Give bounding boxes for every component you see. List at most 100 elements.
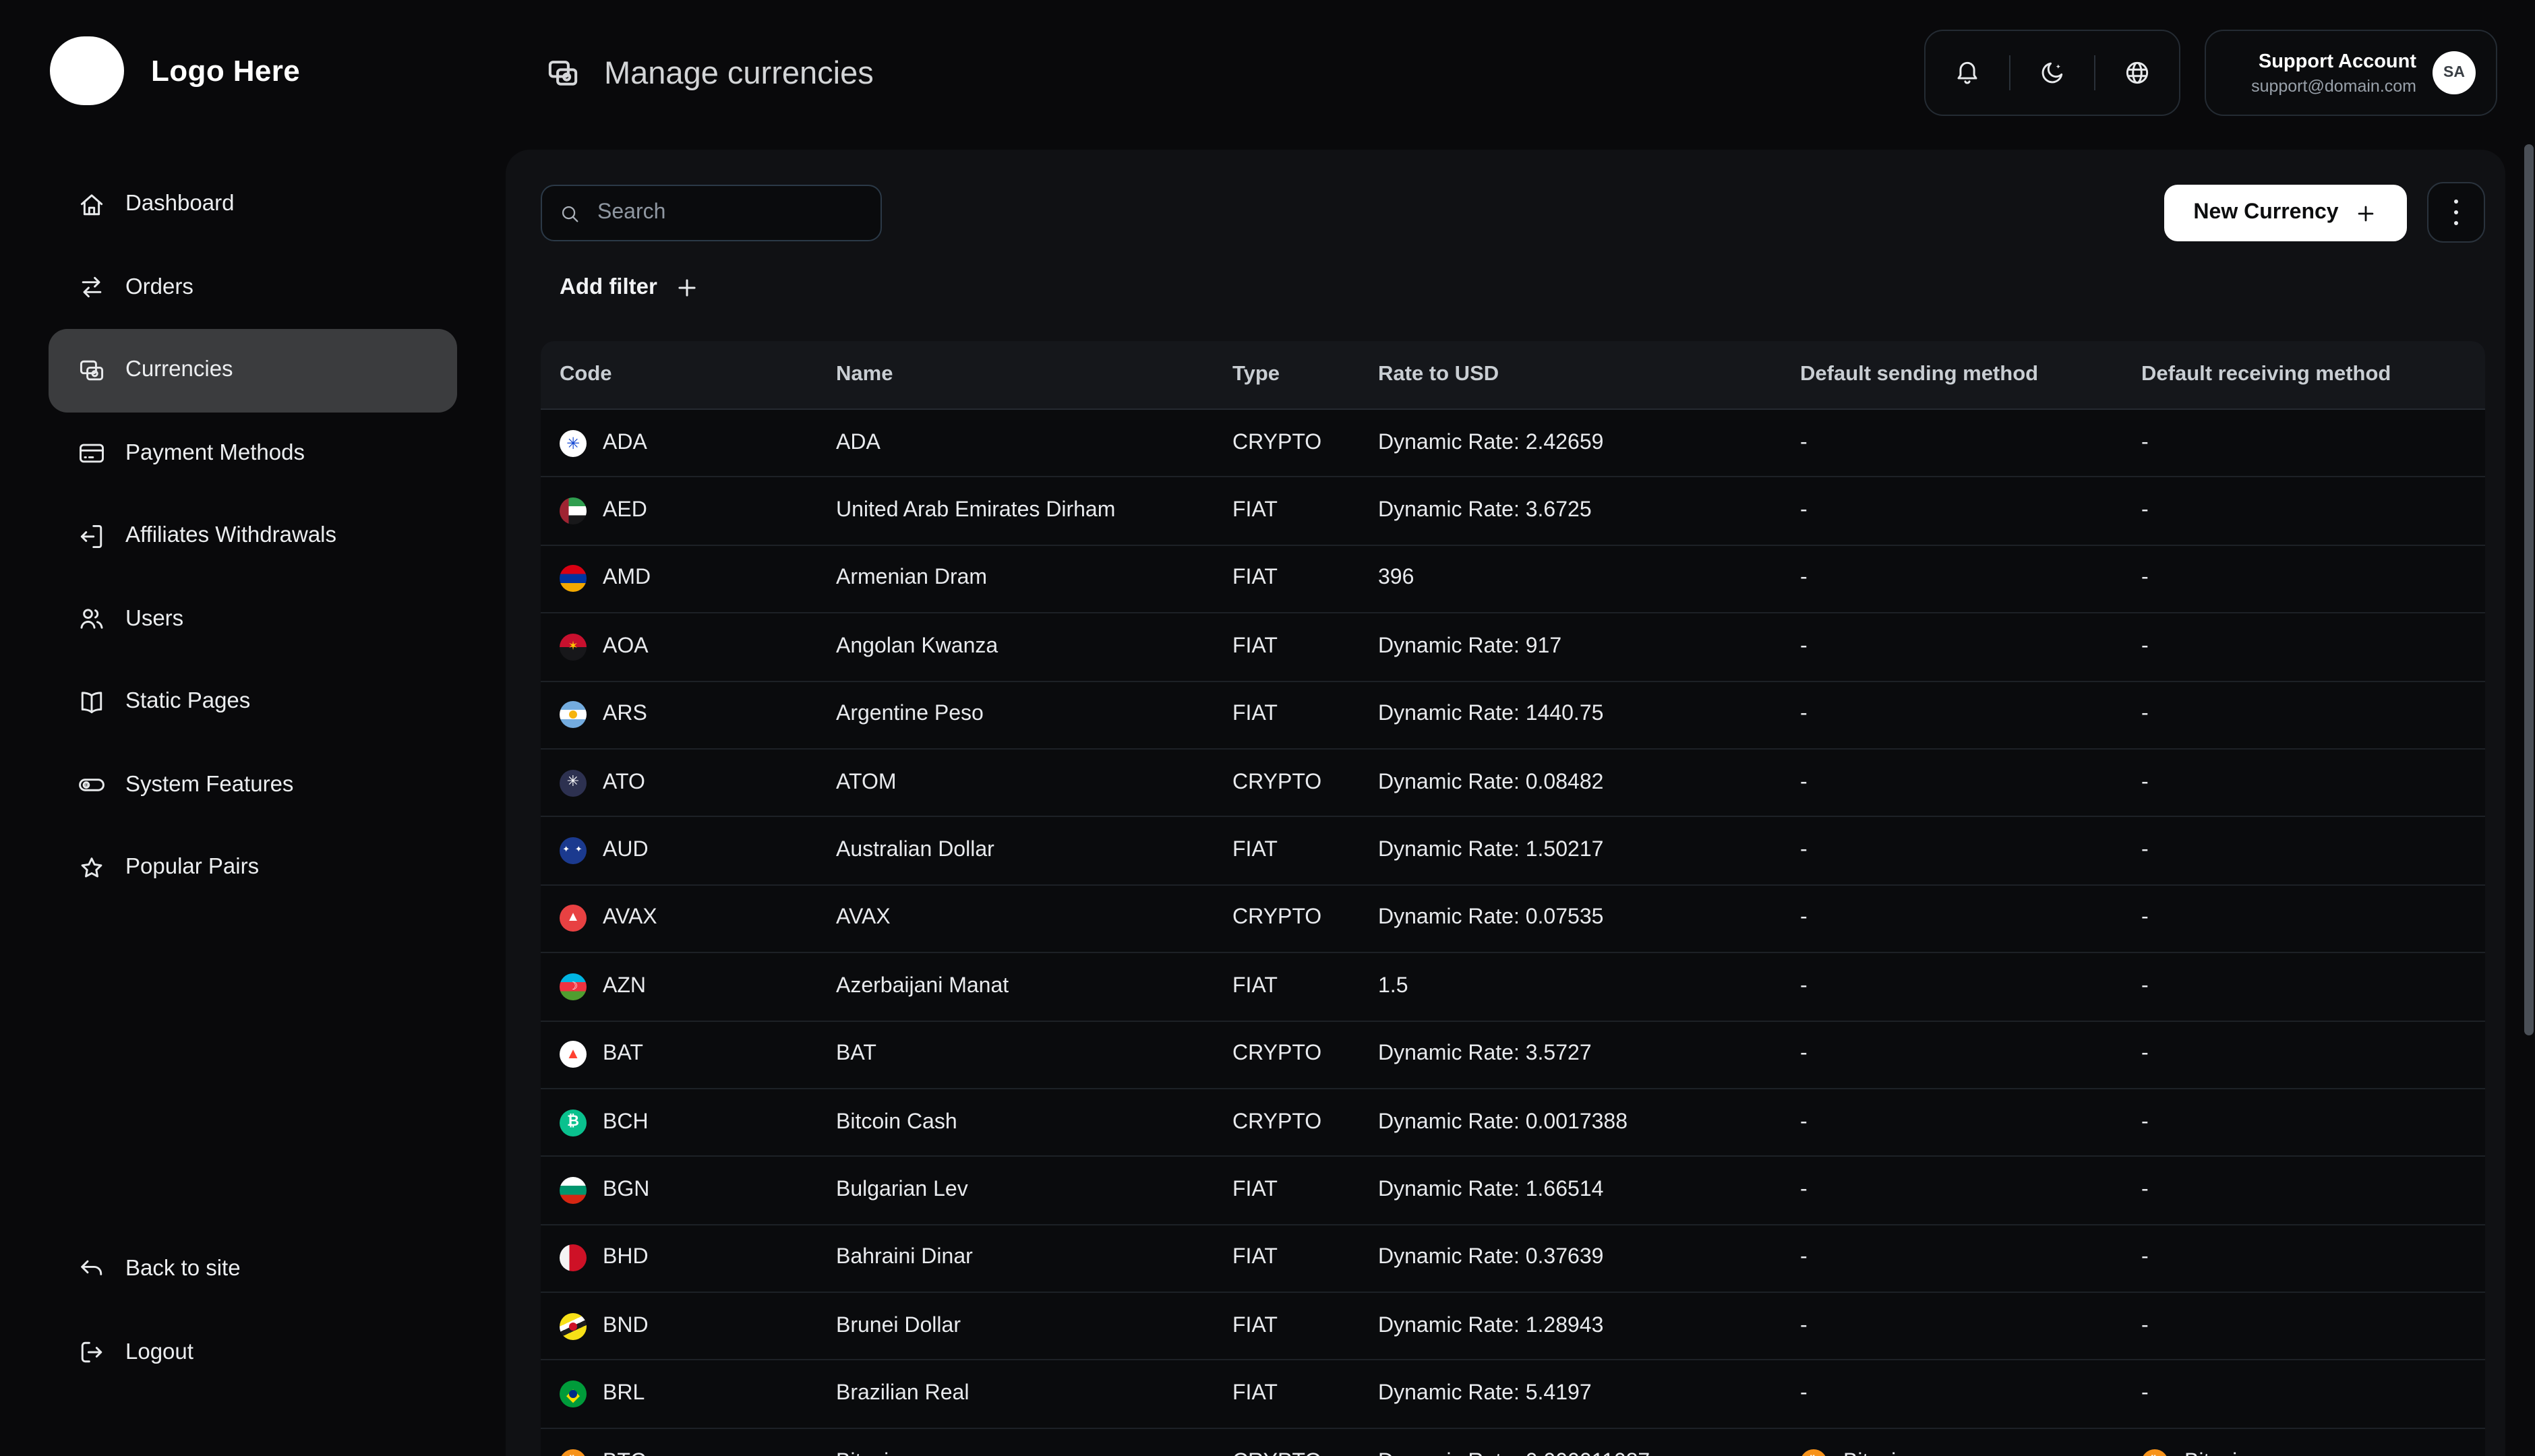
currency-type-cell: CRYPTO (1232, 1110, 1322, 1134)
search-input[interactable] (595, 200, 864, 226)
default-sending-method-cell: - (1800, 906, 1808, 930)
sidebar-item-orders[interactable]: Orders (49, 246, 457, 329)
table-row[interactable]: ATO ATOM CRYPTO Dynamic Rate: 0.08482 - … (541, 750, 2485, 818)
currencies-icon (545, 55, 581, 92)
account-name: Support Account (2258, 51, 2416, 72)
plus-icon (675, 275, 700, 301)
currency-rate-cell: Dynamic Rate: 0.0017388 (1378, 1110, 1628, 1134)
currency-code-cell: BGN (560, 1176, 836, 1204)
default-sending-method-cell: - (1800, 566, 1808, 590)
column-header-receiving: Default receiving method (2141, 363, 2391, 386)
sidebar-item-label: Static Pages (125, 689, 251, 714)
currency-name-cell: ATOM (836, 770, 897, 794)
add-filter-button[interactable]: Add filter (560, 275, 700, 301)
table-row[interactable]: ARS Argentine Peso FIAT Dynamic Rate: 14… (541, 681, 2485, 750)
default-receiving-method-cell: - (2141, 974, 2149, 998)
currency-code-cell: ATO (560, 769, 836, 797)
currency-type-cell: CRYPTO (1232, 906, 1322, 930)
column-header-rate: Rate to USD (1378, 363, 1499, 386)
brand-name: Logo Here (151, 53, 301, 87)
angola-flag-icon (560, 633, 587, 661)
currency-code: AMD (603, 566, 651, 590)
default-receiving-method-cell: - (2141, 1382, 2149, 1405)
notifications-button[interactable] (1926, 58, 2008, 88)
sidebar-item-payment-methods[interactable]: Payment Methods (49, 412, 457, 495)
table-header-row: Code Name Type Rate to USD Default sendi… (541, 341, 2485, 410)
table-row[interactable]: ADA ADA CRYPTO Dynamic Rate: 2.42659 - - (541, 410, 2485, 478)
divider (2008, 55, 2011, 90)
divider (2093, 55, 2096, 90)
table-row[interactable]: BTC Bitcoin CRYPTO Dynamic Rate: 0.00001… (541, 1429, 2485, 1456)
table-row[interactable]: BGN Bulgarian Lev FIAT Dynamic Rate: 1.6… (541, 1157, 2485, 1225)
sidebar-item-system-features[interactable]: System Features (49, 744, 457, 826)
azerbaijan-flag-icon (560, 973, 587, 1000)
currency-name-cell: BAT (836, 1042, 876, 1066)
default-receiving-method-cell: Bitcoin (2141, 1449, 2485, 1456)
currency-code: BHD (603, 1246, 649, 1269)
australia-flag-icon (560, 837, 587, 865)
table-row[interactable]: BAT BAT CRYPTO Dynamic Rate: 3.5727 - - (541, 1021, 2485, 1089)
default-receiving-method-cell: - (2141, 1178, 2149, 1201)
sidebar-item-label: Payment Methods (125, 440, 305, 465)
default-sending-method-cell: - (1800, 770, 1808, 794)
sidebar-item-back-to-site[interactable]: Back to site (49, 1228, 457, 1311)
table-row[interactable]: BCH Bitcoin Cash CRYPTO Dynamic Rate: 0.… (541, 1089, 2485, 1157)
sidebar-item-popular-pairs[interactable]: Popular Pairs (49, 826, 457, 909)
currency-code-cell: AMD (560, 565, 836, 593)
default-sending-method-cell: - (1800, 1110, 1808, 1134)
currency-code: BRL (603, 1382, 645, 1405)
currencies-icon (77, 356, 107, 386)
currency-rate-cell: Dynamic Rate: 0.37639 (1378, 1246, 1604, 1269)
more-options-button[interactable] (2427, 182, 2485, 243)
avatar: SA (2433, 51, 2476, 94)
currency-type-cell: FIAT (1232, 499, 1278, 522)
bitcoin-icon (2141, 1449, 2168, 1456)
table-row[interactable]: BHD Bahraini Dinar FIAT Dynamic Rate: 0.… (541, 1225, 2485, 1294)
table-row[interactable]: AED United Arab Emirates Dirham FIAT Dyn… (541, 478, 2485, 546)
currency-code: BAT (603, 1042, 643, 1066)
logo-icon (50, 36, 124, 105)
table-row[interactable]: AZN Azerbaijani Manat FIAT 1.5 - - (541, 953, 2485, 1022)
page-title: Manage currencies (604, 55, 874, 90)
language-button[interactable] (2096, 58, 2179, 88)
currency-rate-cell: Dynamic Rate: 2.42659 (1378, 431, 1604, 454)
sidebar-item-static-pages[interactable]: Static Pages (49, 661, 457, 744)
currency-rate-cell: Dynamic Rate: 917 (1378, 634, 1562, 658)
default-receiving-method-cell: - (2141, 566, 2149, 590)
sidebar-item-affiliates-withdrawals[interactable]: Affiliates Withdrawals (49, 495, 457, 578)
table-row[interactable]: AOA Angolan Kwanza FIAT Dynamic Rate: 91… (541, 613, 2485, 682)
table-row[interactable]: BND Brunei Dollar FIAT Dynamic Rate: 1.2… (541, 1293, 2485, 1361)
bitcoin-icon (560, 1449, 587, 1456)
theme-toggle-button[interactable] (2010, 58, 2093, 88)
sidebar-item-logout[interactable]: Logout (49, 1311, 457, 1394)
column-header-name: Name (836, 363, 893, 386)
atom-icon (560, 769, 587, 797)
plus-icon (2355, 202, 2378, 224)
swap-icon (77, 273, 107, 303)
table-row[interactable]: AMD Armenian Dram FIAT 396 - - (541, 546, 2485, 614)
argentina-flag-icon (560, 701, 587, 729)
currency-code-cell: BRL (560, 1381, 836, 1408)
sidebar-item-label: Popular Pairs (125, 855, 260, 880)
default-receiving-method-cell: - (2141, 1042, 2149, 1066)
sidebar-item-dashboard[interactable]: Dashboard (49, 163, 457, 246)
currency-name-cell: Bitcoin (836, 1450, 1232, 1456)
table-row[interactable]: AVAX AVAX CRYPTO Dynamic Rate: 0.07535 -… (541, 885, 2485, 954)
currency-type-cell: FIAT (1232, 1382, 1278, 1405)
armenia-flag-icon (560, 565, 587, 593)
sidebar-item-label: Orders (125, 274, 193, 299)
new-currency-button[interactable]: New Currency (2164, 185, 2407, 241)
table-row[interactable]: BRL Brazilian Real FIAT Dynamic Rate: 5.… (541, 1361, 2485, 1429)
account-menu[interactable]: Support Account support@domain.com SA (2205, 30, 2497, 116)
currency-name-cell: United Arab Emirates Dirham (836, 499, 1116, 522)
sidebar-item-currencies[interactable]: Currencies (49, 329, 457, 412)
default-receiving-method-cell: - (2141, 1110, 2149, 1134)
logout-icon (77, 1338, 107, 1368)
column-header-sending: Default sending method (1800, 363, 2039, 386)
currency-rate-cell: Dynamic Rate: 5.4197 (1378, 1382, 1592, 1405)
vertical-scrollbar-thumb[interactable] (2524, 144, 2534, 1035)
sidebar-item-users[interactable]: Users (49, 578, 457, 661)
currency-code-cell: AED (560, 497, 836, 525)
table-row[interactable]: AUD Australian Dollar FIAT Dynamic Rate:… (541, 818, 2485, 886)
